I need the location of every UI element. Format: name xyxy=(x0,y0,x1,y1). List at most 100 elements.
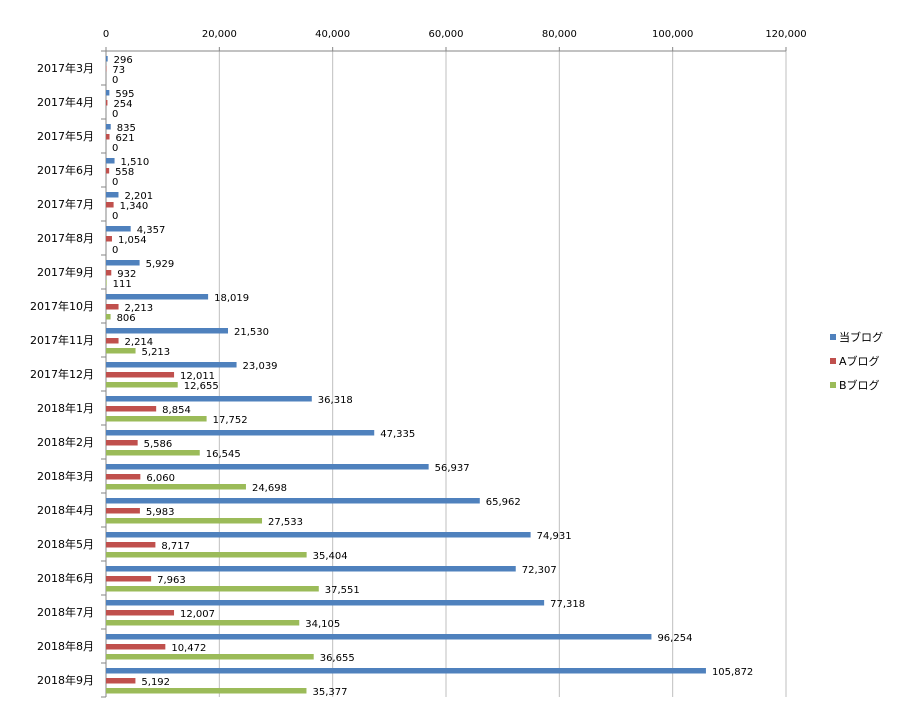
category-label: 2018年2月 xyxy=(37,435,94,449)
data-label: 37,551 xyxy=(325,585,360,596)
data-label: 8,717 xyxy=(161,541,190,552)
bar xyxy=(106,158,115,164)
legend: 当ブログ Aブログ Bブログ xyxy=(830,330,883,392)
legend-entry: Bブログ xyxy=(839,378,880,392)
data-label: 105,872 xyxy=(712,667,753,678)
bar xyxy=(106,576,152,582)
data-label: 74,931 xyxy=(537,531,572,542)
bar xyxy=(106,620,300,626)
data-label: 2,201 xyxy=(124,191,153,202)
data-label: 23,039 xyxy=(243,361,278,372)
bar xyxy=(106,124,111,130)
category-label: 2017年10月 xyxy=(30,299,94,313)
bar xyxy=(106,90,110,96)
data-label: 12,655 xyxy=(184,381,219,392)
bar xyxy=(106,192,119,198)
bar xyxy=(106,328,229,334)
data-label: 73 xyxy=(112,65,125,76)
data-label: 932 xyxy=(117,269,136,280)
category-label: 2017年6月 xyxy=(37,163,94,177)
data-label: 5,983 xyxy=(146,507,175,518)
bar xyxy=(106,134,110,140)
data-label: 17,752 xyxy=(213,415,248,426)
data-labels: 296 595 835 1,510 2,201 4,357 5,929 18,019 21,53… xyxy=(112,55,753,698)
data-label: 1,054 xyxy=(118,235,147,246)
data-label: 0 xyxy=(112,211,118,222)
data-label: 111 xyxy=(113,279,132,290)
bar xyxy=(106,450,200,456)
bar xyxy=(106,270,112,276)
data-label: 296 xyxy=(114,55,133,66)
category-axis: 2017年3月 2017年4月 2017年5月 2017年6月 2017年7月 2017年… xyxy=(30,50,107,698)
category-label: 2017年3月 xyxy=(37,61,94,75)
bar xyxy=(106,100,108,106)
data-label: 0 xyxy=(112,75,118,86)
legend-swatch xyxy=(830,358,836,364)
category-label: 2017年7月 xyxy=(37,197,94,211)
data-label: 36,318 xyxy=(318,395,353,406)
x-tick-label: 40,000 xyxy=(315,29,350,40)
category-label: 2018年3月 xyxy=(37,469,94,483)
bar xyxy=(106,314,111,320)
bar xyxy=(106,226,131,232)
category-label: 2018年5月 xyxy=(37,537,94,551)
bar xyxy=(106,440,138,446)
data-label: 0 xyxy=(112,245,118,256)
data-label: 4,357 xyxy=(137,225,166,236)
category-label: 2017年8月 xyxy=(37,231,94,245)
data-label: 10,472 xyxy=(171,643,206,654)
data-label: 18,019 xyxy=(214,293,249,304)
bar xyxy=(106,236,112,242)
data-label: 56,937 xyxy=(435,463,470,474)
category-label: 2017年9月 xyxy=(37,265,94,279)
bar xyxy=(106,202,114,208)
data-label: 1,510 xyxy=(121,157,150,168)
category-label: 2017年5月 xyxy=(37,129,94,143)
bar xyxy=(106,566,516,572)
x-tick-label: 20,000 xyxy=(202,29,237,40)
data-label: 12,007 xyxy=(180,609,215,620)
bar xyxy=(106,474,141,480)
data-label: 72,307 xyxy=(522,565,557,576)
data-label: 5,929 xyxy=(146,259,175,270)
bar xyxy=(106,634,652,640)
data-label: 36,655 xyxy=(320,653,355,664)
category-label: 2018年6月 xyxy=(37,571,94,585)
data-label: 254 xyxy=(113,99,132,110)
data-label: 77,318 xyxy=(550,599,585,610)
data-label: 0 xyxy=(112,143,118,154)
data-label: 35,377 xyxy=(312,687,347,698)
bar xyxy=(106,668,706,674)
category-label: 2017年4月 xyxy=(37,95,94,109)
data-label: 5,213 xyxy=(142,347,171,358)
x-tick-label: 60,000 xyxy=(429,29,464,40)
data-label: 5,192 xyxy=(141,677,170,688)
bar xyxy=(106,348,136,354)
x-tick-label: 0 xyxy=(103,29,109,40)
bar xyxy=(106,464,429,470)
bar xyxy=(106,382,178,388)
category-label: 2017年12月 xyxy=(30,367,94,381)
legend-entry: 当ブログ xyxy=(839,330,883,344)
bar xyxy=(106,280,107,286)
bar xyxy=(106,406,157,412)
bar xyxy=(106,484,246,490)
bar xyxy=(106,654,314,660)
data-label: 835 xyxy=(117,123,136,134)
data-label: 21,530 xyxy=(234,327,269,338)
data-label: 5,586 xyxy=(144,439,173,450)
legend-swatch xyxy=(830,334,836,340)
category-label: 2018年7月 xyxy=(37,605,94,619)
data-label: 621 xyxy=(116,133,135,144)
bar xyxy=(106,304,119,310)
legend-entry: Aブログ xyxy=(839,354,880,368)
data-label: 7,963 xyxy=(157,575,186,586)
bar xyxy=(106,610,175,616)
bar xyxy=(106,586,319,592)
data-label: 0 xyxy=(112,177,118,188)
bar xyxy=(106,644,166,650)
category-label: 2018年1月 xyxy=(37,401,94,415)
bar xyxy=(106,430,375,436)
data-label: 0 xyxy=(112,109,118,120)
